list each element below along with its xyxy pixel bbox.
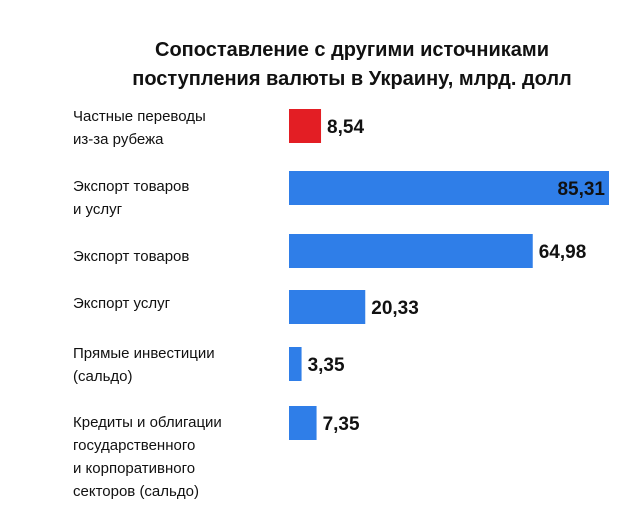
- category-labels: Частные переводы из-за рубежа Экспорт това…: [73, 108, 222, 500]
- value-labels: 8,54 85,31 64,98 20,33 3,35 7,35: [308, 117, 606, 435]
- chart-title-line: Сопоставление с другими источниками: [155, 39, 549, 61]
- category-label-line: и корпоративного: [73, 460, 195, 477]
- category-label-line: Прямые инвестиции: [73, 345, 215, 362]
- category-label: Экспорт услуг: [73, 295, 171, 312]
- bar: [289, 347, 302, 381]
- chart-title-line: поступления валюты в Украину, млрд. долл: [132, 68, 572, 90]
- bar: [289, 109, 322, 143]
- category-label: Прямые инвестиции (сальдо): [73, 345, 215, 385]
- category-label-line: и услуг: [73, 201, 123, 218]
- chart-title: Сопоставление с другими источниками посту…: [132, 39, 572, 90]
- value-label: 8,54: [327, 117, 364, 138]
- bar: [289, 406, 317, 440]
- value-label: 64,98: [539, 242, 587, 263]
- value-label: 20,33: [371, 298, 419, 319]
- value-label: 3,35: [308, 355, 345, 376]
- category-label-line: Частные переводы: [73, 108, 206, 125]
- category-label-line: (сальдо): [73, 368, 133, 385]
- category-label-line: Экспорт товаров: [73, 178, 189, 195]
- category-label-line: Экспорт услуг: [73, 295, 171, 312]
- bars: [289, 109, 609, 440]
- value-label: 85,31: [557, 179, 605, 200]
- bar: [289, 290, 366, 324]
- category-label: Экспорт товаров: [73, 248, 189, 265]
- bar: [289, 234, 533, 268]
- category-label: Экспорт товаров и услуг: [73, 178, 189, 218]
- category-label-line: секторов (сальдо): [73, 483, 199, 500]
- value-label: 7,35: [323, 414, 360, 435]
- category-label-line: Кредиты и облигации: [73, 414, 222, 431]
- category-label: Частные переводы из-за рубежа: [73, 108, 206, 148]
- category-label-line: из-за рубежа: [73, 131, 164, 148]
- bar: [289, 171, 609, 205]
- category-label-line: Экспорт товаров: [73, 248, 189, 265]
- category-label-line: государственного: [73, 437, 195, 454]
- category-label: Кредиты и облигации государственного и кор…: [73, 414, 222, 500]
